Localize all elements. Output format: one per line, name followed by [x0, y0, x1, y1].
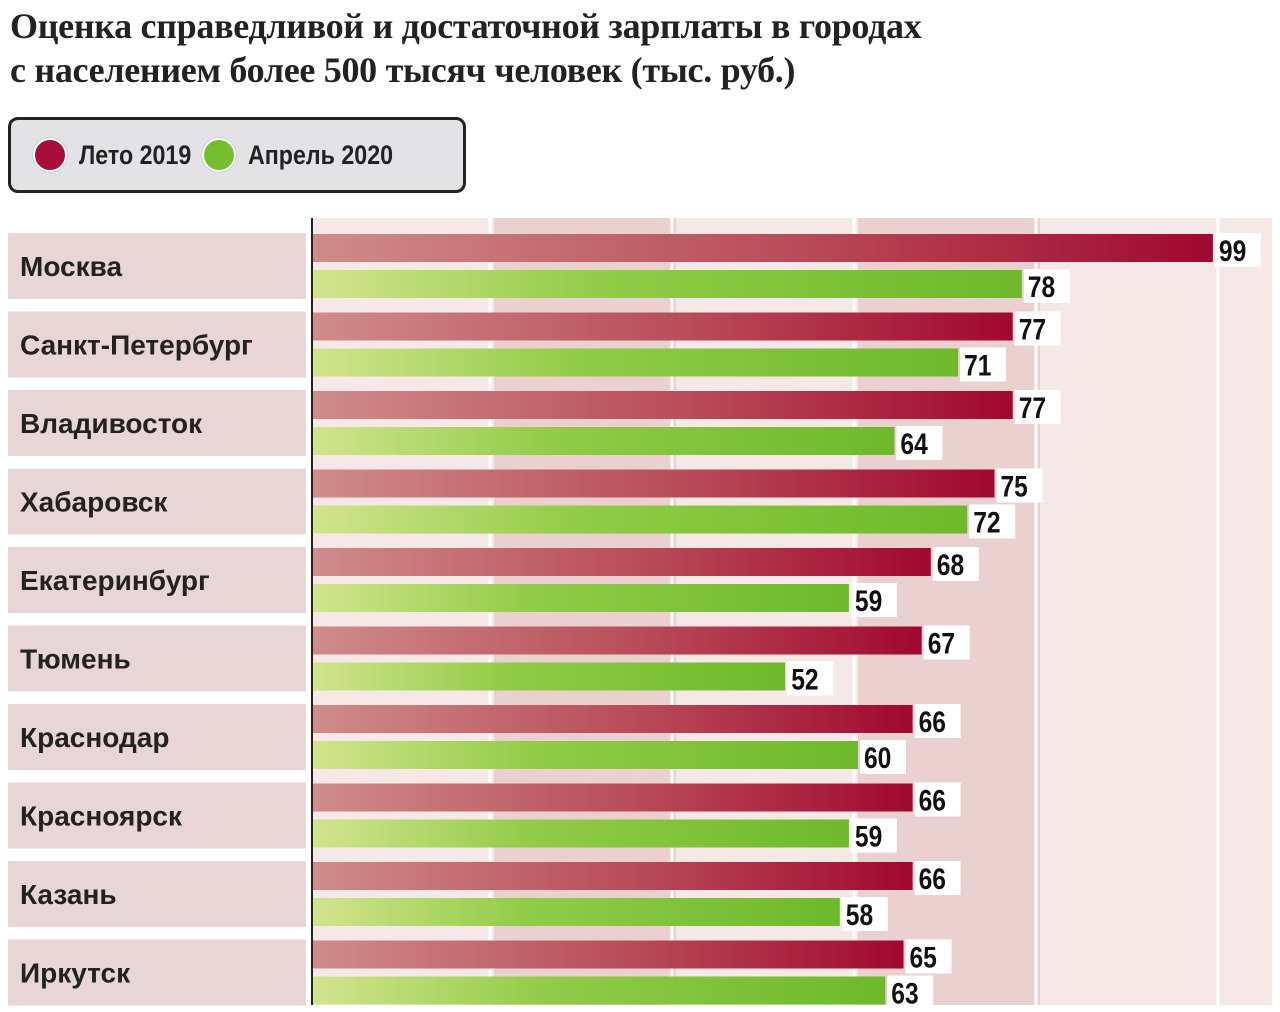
category-label-box: [8, 625, 306, 692]
data-label: 67: [928, 626, 955, 660]
bar-summer-2019: [313, 312, 1013, 341]
data-label: 52: [791, 662, 818, 696]
data-label-background: [850, 583, 897, 617]
data-label: 68: [937, 548, 964, 582]
bar-april-2020: [313, 662, 786, 691]
data-label-background: [1014, 311, 1061, 346]
data-label-background: [923, 625, 970, 660]
chart-title-line-2: с населением более 500 тысяч человек (ты…: [10, 50, 796, 90]
legend-swatch-summer-2019: [33, 138, 67, 172]
bar-summer-2019: [313, 940, 904, 969]
data-label-background: [1023, 269, 1070, 303]
bar-summer-2019: [313, 548, 931, 576]
category-label: Красноярск: [20, 801, 183, 832]
category-label: Тюмень: [20, 644, 131, 675]
category-label: Казань: [20, 879, 117, 910]
background-band: [1040, 218, 1222, 1005]
chart-title-line-1: Оценка справедливой и достаточной зарпла…: [10, 6, 922, 46]
data-label-background: [996, 468, 1043, 503]
legend-swatch-april-2020: [201, 138, 236, 172]
data-label: 77: [1019, 391, 1046, 425]
category-label: Москва: [20, 251, 122, 282]
category-label: Краснодар: [20, 722, 169, 753]
category-label-box: [8, 233, 306, 299]
category-label: Владивосток: [20, 408, 203, 439]
category-label-box: [8, 782, 306, 849]
legend: Лето 2019 Апрель 2020: [8, 117, 466, 193]
data-label-background: [1214, 233, 1261, 267]
data-label: 77: [1019, 312, 1046, 346]
bar-april-2020: [313, 505, 968, 534]
bar-april-2020: [313, 348, 959, 377]
legend-label-april-2020: Апрель 2020: [247, 139, 393, 170]
bar-summer-2019: [313, 469, 995, 498]
category-label: Екатеринбург: [20, 565, 210, 596]
category-label-box: [8, 468, 306, 535]
bar-summer-2019: [313, 705, 913, 733]
data-label: 63: [891, 976, 918, 1010]
data-label: 75: [1001, 469, 1028, 503]
data-label-background: [887, 975, 934, 1010]
data-label: 64: [900, 427, 928, 461]
data-label: 66: [919, 783, 946, 817]
data-label: 78: [1028, 270, 1055, 304]
data-label-background: [1014, 390, 1061, 424]
data-label: 66: [919, 705, 946, 739]
data-label-background: [932, 547, 979, 581]
bar-summer-2019: [313, 862, 913, 890]
data-label-background: [914, 782, 961, 817]
data-label-background: [860, 740, 906, 774]
category-label-box: [8, 390, 306, 456]
category-label-box: [8, 939, 306, 1006]
background-band: [1222, 218, 1272, 1005]
bar-april-2020: [313, 427, 895, 455]
category-label: Хабаровск: [20, 487, 168, 518]
data-label: 66: [919, 862, 946, 896]
category-label: Санкт-Петербург: [20, 330, 253, 361]
bar-summer-2019: [313, 626, 922, 655]
bar-april-2020: [313, 741, 858, 769]
bar-summer-2019: [313, 783, 913, 812]
data-label: 59: [855, 819, 882, 853]
data-label-background: [905, 939, 952, 974]
data-label-background: [914, 704, 961, 738]
bar-april-2020: [313, 584, 849, 612]
data-label-background: [969, 504, 1016, 539]
category-label-box: [8, 547, 306, 613]
data-label: 72: [973, 505, 1000, 539]
bar-april-2020: [313, 819, 849, 848]
legend-label-summer-2019: Лето 2019: [79, 139, 192, 170]
category-label-box: [8, 861, 306, 927]
data-label: 60: [864, 741, 891, 775]
category-label-box: [8, 704, 306, 770]
data-label-background: [896, 426, 943, 460]
bar-summer-2019: [313, 391, 1013, 419]
data-label-background: [850, 818, 897, 853]
bar-april-2020: [313, 898, 840, 926]
category-label: Иркутск: [20, 958, 131, 989]
data-label-background: [960, 347, 1007, 382]
data-label-background: [841, 897, 888, 931]
data-label: 59: [855, 584, 882, 618]
data-label: 99: [1219, 234, 1246, 268]
legend-item-april-2020: Апрель 2020: [201, 138, 417, 172]
legend-item-summer-2019: Лето 2019: [33, 138, 210, 172]
category-label-box: [8, 311, 306, 378]
data-label-background: [914, 861, 961, 895]
data-label: 71: [964, 348, 991, 382]
bar-summer-2019: [313, 234, 1213, 262]
bar-april-2020: [313, 270, 1022, 298]
data-label-background: [787, 661, 834, 696]
data-label: 65: [910, 940, 937, 974]
chart-title: Оценка справедливой и достаточной зарпла…: [10, 4, 1260, 92]
data-label: 58: [846, 898, 873, 932]
bar-april-2020: [313, 976, 886, 1005]
